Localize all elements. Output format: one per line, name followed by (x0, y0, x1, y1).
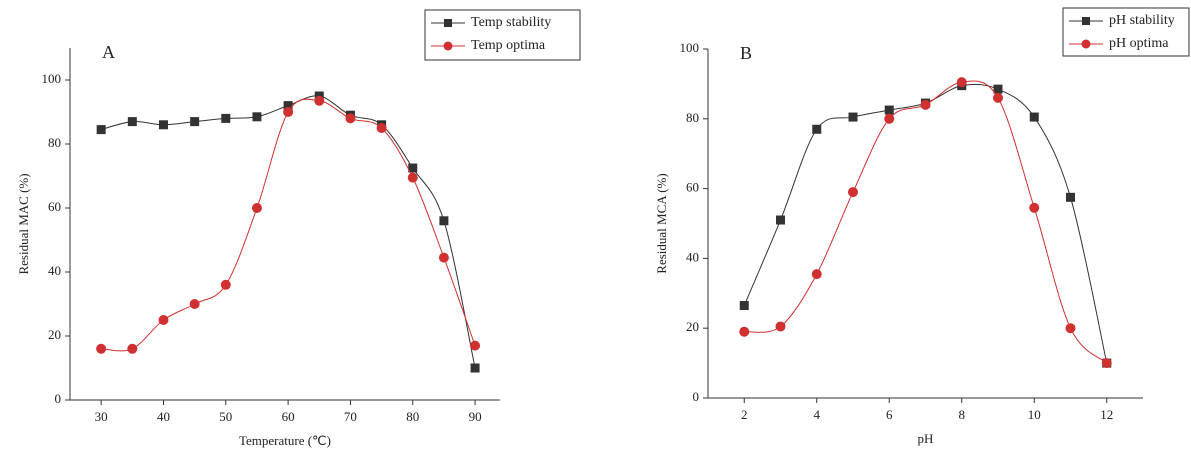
marker (848, 112, 858, 122)
marker (439, 216, 449, 226)
marker (190, 117, 200, 127)
marker (848, 187, 858, 198)
marker (407, 172, 418, 183)
marker (220, 279, 231, 290)
y-axis-label: Residual MAC (%) (16, 173, 31, 274)
marker (158, 120, 168, 130)
marker (158, 315, 169, 325)
legend-label: Temp optima (471, 38, 546, 53)
x-axis-label: pH (918, 431, 934, 446)
marker (776, 215, 785, 225)
marker (1029, 202, 1040, 213)
y-tick-label: 40 (48, 263, 61, 278)
legend-marker (444, 19, 452, 27)
marker (884, 105, 894, 115)
x-tick-label: 2 (741, 407, 748, 422)
marker (1101, 358, 1112, 369)
marker (345, 113, 356, 124)
marker (251, 203, 262, 213)
x-axis-label: Temperature (℃) (239, 433, 331, 448)
y-tick-label: 60 (686, 180, 699, 195)
marker (96, 125, 106, 135)
x-tick-label: 8 (959, 407, 966, 422)
series-line (744, 80, 1108, 364)
y-tick-label: 100 (42, 71, 62, 86)
marker (127, 343, 138, 354)
marker (812, 124, 822, 134)
marker (127, 117, 137, 127)
legend-marker (1081, 39, 1091, 49)
y-tick-label: 40 (686, 249, 699, 264)
x-tick-label: 40 (157, 409, 170, 424)
y-tick-label: 20 (48, 327, 61, 342)
marker (1066, 192, 1075, 202)
series-line (101, 95, 476, 369)
panel-label: A (102, 42, 115, 62)
legend-label: Temp stability (471, 15, 551, 30)
y-tick-label: 80 (686, 110, 699, 125)
x-tick-label: 70 (344, 409, 357, 424)
y-tick-label: 60 (48, 199, 61, 214)
legend-label: pH optima (1109, 36, 1169, 51)
series-line (101, 98, 476, 352)
x-tick-label: 60 (282, 409, 295, 424)
y-tick-label: 20 (686, 319, 699, 334)
marker (1029, 112, 1039, 122)
y-axis-label: Residual MCA (%) (654, 173, 669, 273)
legend-box (424, 9, 581, 61)
x-tick-label: 80 (406, 409, 419, 424)
x-tick-label: 10 (1028, 407, 1041, 422)
marker (470, 340, 481, 351)
marker (376, 123, 387, 133)
marker (739, 326, 750, 337)
y-tick-label: 0 (693, 389, 700, 404)
marker (408, 163, 418, 173)
marker (956, 77, 967, 88)
marker (811, 269, 822, 280)
marker (470, 363, 480, 373)
legend-marker (443, 41, 453, 51)
y-tick-label: 100 (680, 40, 700, 55)
marker (189, 299, 200, 309)
marker (314, 95, 325, 106)
marker (993, 92, 1003, 103)
legend-label: pH stability (1109, 13, 1175, 28)
marker (739, 301, 749, 311)
y-tick-label: 0 (55, 391, 62, 406)
marker (775, 321, 786, 332)
series-line (743, 83, 1108, 364)
x-tick-label: 30 (95, 409, 108, 424)
y-tick-label: 80 (48, 135, 61, 150)
marker (283, 107, 294, 117)
panel-label: B (740, 43, 752, 63)
x-tick-label: 6 (886, 407, 893, 422)
marker (920, 99, 931, 110)
marker (884, 113, 895, 124)
x-tick-label: 4 (814, 407, 821, 422)
marker (1065, 323, 1076, 334)
marker (221, 113, 231, 123)
x-tick-label: 50 (219, 409, 232, 424)
marker (96, 343, 107, 354)
marker (438, 252, 449, 263)
legend-marker (1082, 17, 1090, 25)
x-tick-label: 12 (1100, 407, 1113, 422)
x-tick-label: 90 (469, 409, 482, 424)
marker (252, 112, 262, 122)
marker (993, 84, 1003, 94)
